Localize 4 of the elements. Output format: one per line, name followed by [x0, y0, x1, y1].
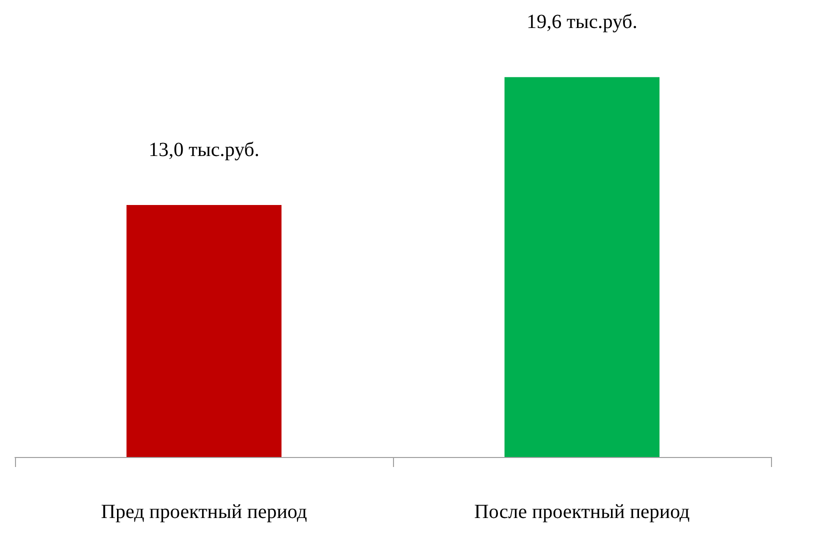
x-tick-label: Пред проектный период	[101, 501, 307, 523]
data-label: 19,6 тыс.руб.	[526, 11, 638, 34]
data-label: 13,0 тыс.руб.	[148, 139, 260, 162]
x-tick-label: После проектный период	[474, 501, 690, 523]
